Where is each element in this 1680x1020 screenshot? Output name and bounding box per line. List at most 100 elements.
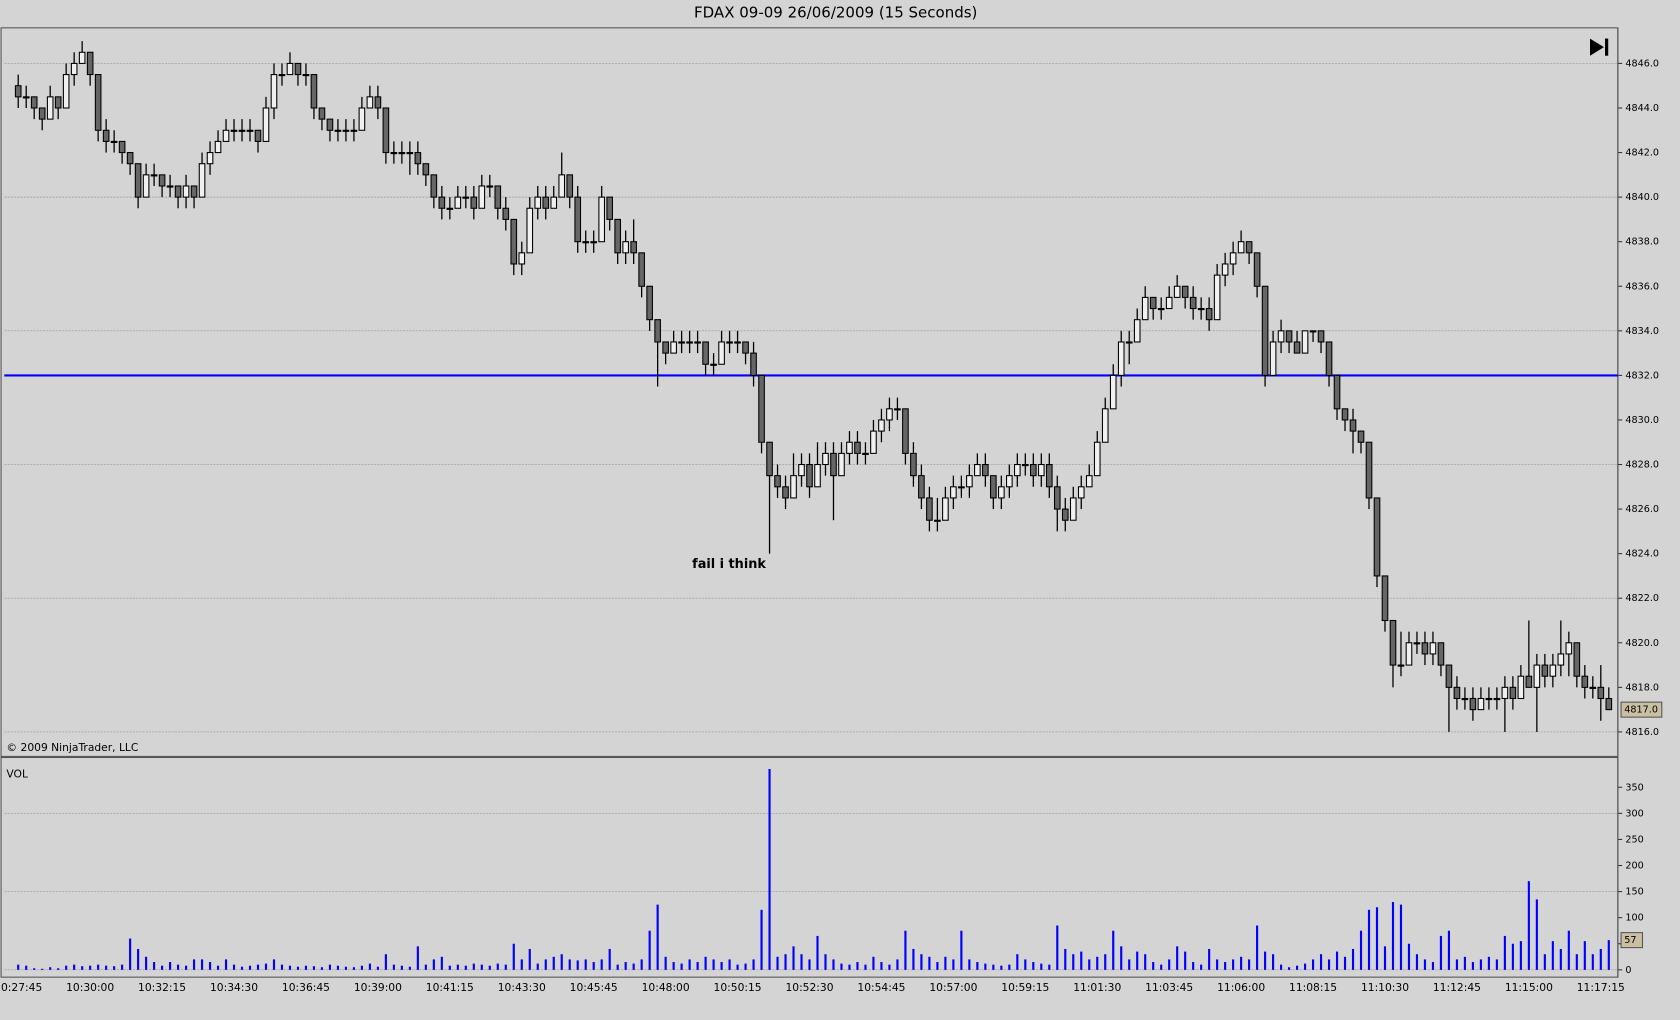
volume-bar [97,964,100,970]
annotation: fail i think [692,557,766,572]
candle-body [1109,374,1117,410]
candle-body [86,51,94,76]
x-tick-label: 10:52:30 [785,981,833,994]
candle-body [1141,296,1149,321]
candle-body [1029,463,1037,477]
volume-bar [880,962,883,970]
x-tick-label: 11:17:15 [1577,981,1625,994]
volume-bar [488,965,491,970]
volume-bar [1471,962,1474,970]
x-tick-label: 10:41:15 [426,981,474,994]
candle-body [286,62,294,76]
volume-bar [832,959,835,970]
y-tick-label: 300 [1625,808,1643,819]
candle-body [1429,642,1437,655]
candle-body [494,185,502,209]
volume-bar [1104,954,1107,970]
volume-bar [816,935,819,970]
x-tick-label: 10:57:00 [929,981,977,994]
candle-body [886,408,893,421]
y-tick-label: 4826.0 [1625,504,1659,515]
candle-body [1253,252,1261,287]
volume-bar [984,963,987,970]
candle-body [590,241,598,244]
candle-body [1573,642,1581,677]
volume-bar [456,964,459,970]
volume-bar [1152,962,1155,970]
icon-arrow[interactable] [1590,38,1604,56]
candle-body [974,463,981,477]
volume-bar [544,959,547,970]
candle-body [1309,330,1317,333]
volume-bar [1559,948,1562,970]
volume-bar [1535,899,1538,970]
volume-bar [336,965,339,970]
y-tick-label: 150 [1625,887,1643,898]
volume-bar [145,956,148,970]
candle-body [1365,441,1373,499]
plot-layer: 4816.0 4818.0 4820.0 4822.0 4824.0 4826.0 4828… [0,27,1663,994]
volume-bar [224,959,228,970]
volume-bar [952,959,955,970]
volume-bar [1511,943,1514,970]
volume-bar [976,962,979,970]
volume-bar [1479,959,1482,970]
candle-body [966,475,973,488]
candle-body [1037,463,1045,477]
y-tick-label: 200 [1625,861,1643,872]
candle-body [1541,664,1549,677]
volume-bar [1415,954,1419,970]
volume-bar [1423,959,1427,970]
volume-bar [57,968,60,970]
candle-body [854,441,861,454]
volume-bar [1088,959,1091,970]
candle-body [1021,463,1029,467]
candle-body [918,475,925,499]
candle-body [942,497,949,521]
candle-body [1237,241,1245,254]
volume-bar [448,965,451,970]
candle-body [1349,419,1357,432]
candle-body [1357,430,1365,443]
candle-body [958,486,965,489]
volume-bar [936,962,939,970]
candle-body [126,152,134,165]
volume-bar [480,964,483,970]
candle-body [1133,319,1141,343]
volume-bar [1016,954,1019,970]
volume-bar [1184,951,1187,970]
volume-bar [1080,951,1083,970]
x-tick-label: 10:39:00 [354,981,402,994]
x-tick-label: 10:30:00 [66,981,114,994]
candle-body [382,107,390,154]
candle-body [262,107,270,142]
scroll-end-icon[interactable] [1590,38,1609,56]
candle-body [630,241,637,254]
candle-body [1157,308,1165,311]
candle-body [1165,296,1173,310]
volume-bar [632,963,635,970]
icon-bar[interactable] [1605,38,1609,56]
candle-body [230,129,238,132]
candle-body [902,408,909,454]
candle-body [814,463,821,488]
volume-bar [1607,940,1610,970]
candle-body [870,430,877,454]
y-tick-label: 4828.0 [1625,460,1659,471]
y-tick-label: 4846.0 [1625,58,1659,69]
volume-bar [664,956,667,970]
volume-bar [328,964,332,970]
candle-body [582,241,590,244]
candle-body [758,374,765,443]
volume-bar [576,960,579,970]
volume-bar [137,948,140,970]
volume-bar [712,959,715,970]
y-tick-label: 4822.0 [1625,593,1659,604]
volume-bar [840,963,843,970]
volume-bar [1176,946,1179,970]
volume-bar [520,959,523,970]
volume-bar [384,954,387,970]
volume-bar [640,959,643,970]
candle-body [374,96,382,109]
